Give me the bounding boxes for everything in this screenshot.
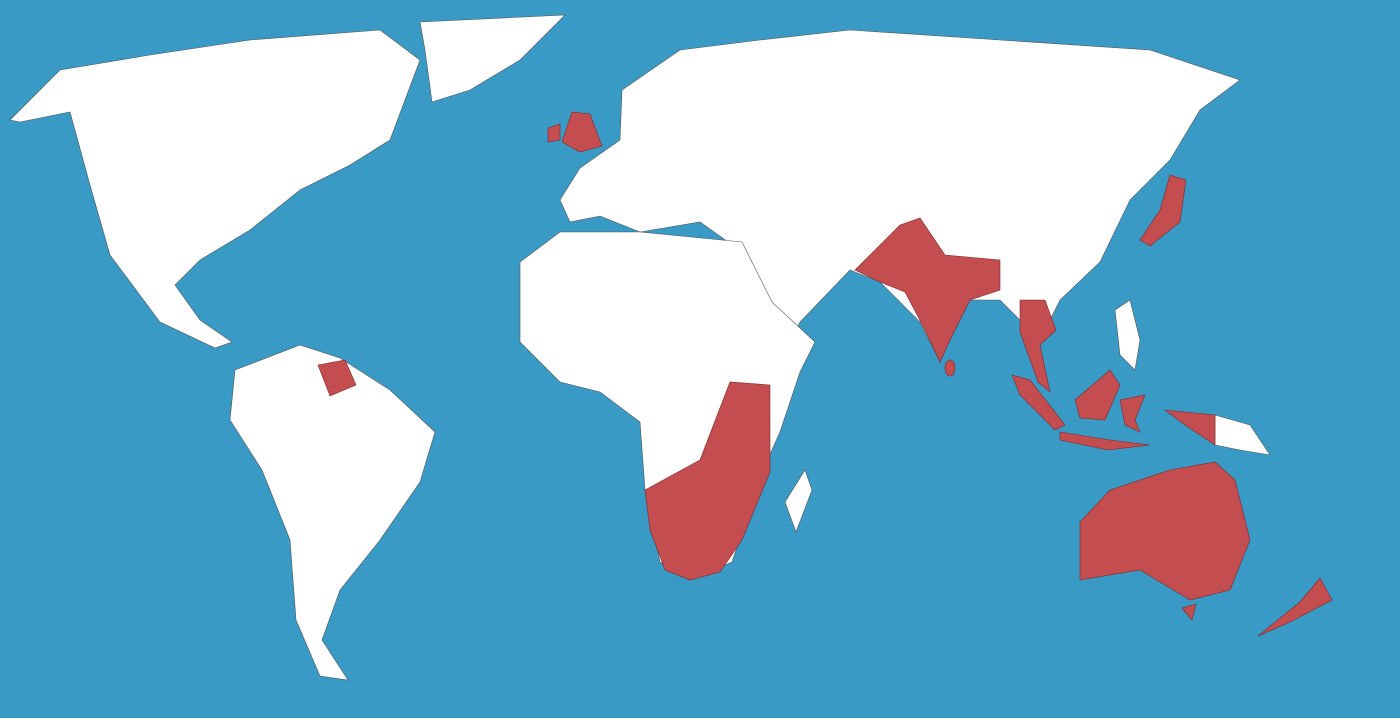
north-america	[9, 29, 421, 349]
greenland	[419, 14, 566, 103]
highlighted-ireland	[547, 123, 561, 143]
highlighted-new-zealand	[1257, 577, 1333, 637]
highlighted-new-guinea-west	[1163, 409, 1216, 446]
highlighted-sumatra	[1011, 374, 1066, 431]
highlighted-guyana-suriname	[317, 359, 357, 397]
highlighted-australia	[1079, 461, 1251, 601]
highlighted-japan	[1139, 174, 1187, 247]
highlighted-thailand	[1019, 299, 1057, 393]
south-america	[229, 344, 436, 681]
highlighted-countries	[317, 111, 1333, 637]
highlighted-tasmania	[1181, 603, 1197, 621]
highlighted-borneo	[1074, 369, 1121, 421]
highlighted-sulawesi	[1119, 394, 1146, 433]
highlighted-south-asia	[854, 217, 1001, 363]
highlighted-uk	[561, 111, 603, 153]
madagascar	[784, 469, 813, 533]
highlighted-java	[1059, 431, 1151, 451]
highlighted-sri-lanka	[944, 359, 956, 377]
highlighted-southern-east-africa	[644, 381, 771, 581]
philippines	[1114, 299, 1141, 371]
